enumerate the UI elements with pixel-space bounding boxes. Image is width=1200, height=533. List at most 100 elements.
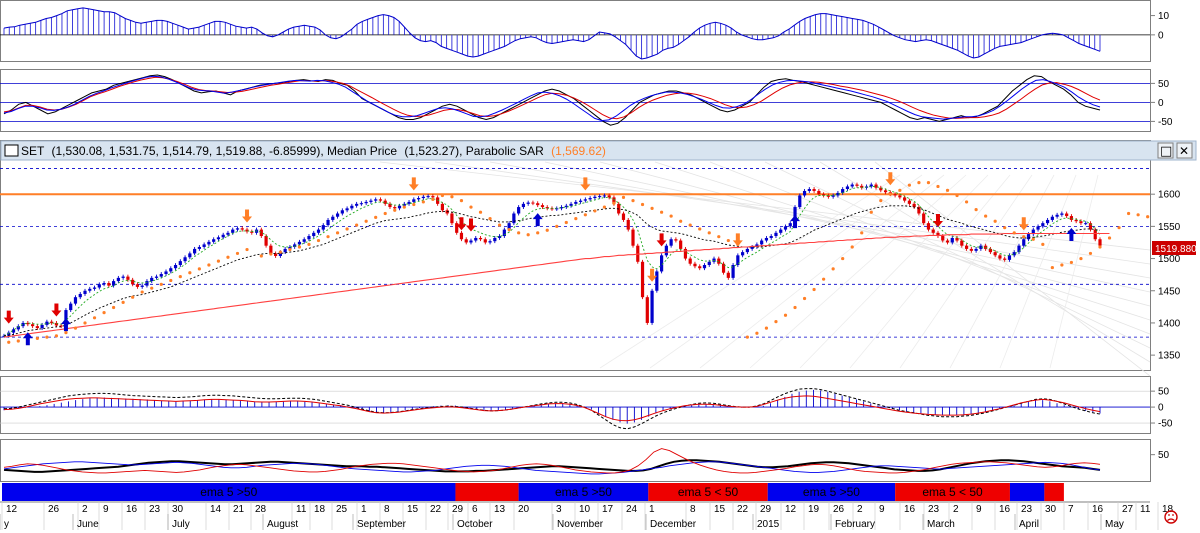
price-candle-body — [30, 324, 35, 327]
price-candle-body — [845, 186, 850, 190]
time-month-label: October — [457, 519, 493, 530]
window-menu-icon[interactable] — [4, 144, 19, 157]
price-candle-body — [412, 199, 416, 202]
time-day-label: 16 — [999, 504, 1011, 515]
price-candle-body — [73, 297, 78, 304]
sar-dot — [450, 195, 454, 199]
time-day-label: 23 — [1021, 504, 1033, 515]
price-candle-body — [693, 263, 697, 267]
price-candle-body — [540, 205, 545, 208]
buy-arrow-icon — [60, 318, 71, 332]
price-fan-line — [874, 161, 1151, 377]
buy-arrow-icon — [532, 213, 543, 227]
time-month-label: June — [77, 519, 99, 530]
time-day-label: 20 — [518, 504, 530, 515]
sar-dot — [1126, 211, 1131, 216]
price-candle-body — [602, 195, 607, 197]
sar-dot — [1136, 213, 1140, 217]
time-month-label: November — [557, 519, 604, 530]
sad-face-icon[interactable] — [1164, 510, 1178, 524]
price-candle-body — [202, 244, 206, 247]
price-candle-body — [969, 248, 973, 251]
price-candle-body — [283, 248, 287, 253]
sar-dot — [793, 305, 797, 310]
price-candle-body — [450, 213, 454, 224]
dmi-plot — [3, 448, 1101, 475]
ema-band-label: ema 5 >50 — [200, 485, 257, 499]
sar-dot — [245, 247, 249, 252]
dmi-panel — [0, 439, 1151, 482]
sar-dot — [650, 206, 654, 210]
price-candle-body — [259, 229, 263, 237]
oscillator-2-panel — [0, 69, 1151, 132]
time-day-label: 7 — [1068, 504, 1074, 515]
price-candle-body — [88, 288, 92, 291]
price-candle-body — [850, 184, 854, 187]
time-day-label: 29 — [760, 504, 772, 515]
price-candle-body — [521, 203, 526, 208]
sell-arrow-icon — [732, 233, 743, 247]
close-button[interactable]: ✕ — [1176, 142, 1193, 159]
price-candle-body — [135, 284, 140, 287]
price-candle-body — [569, 203, 573, 206]
price-candle-body — [421, 196, 425, 199]
price-candle-body — [1050, 216, 1054, 220]
sar-dot — [526, 233, 530, 237]
price-candle-body — [1036, 226, 1040, 230]
price-candle-body — [178, 261, 182, 265]
sar-dot — [1088, 251, 1093, 256]
sar-dot — [888, 192, 892, 196]
price-candle-body — [112, 281, 116, 286]
sar-dot — [688, 223, 692, 227]
price-candle-body — [102, 283, 106, 285]
sar-dot — [497, 223, 502, 227]
sell-arrow-icon — [456, 217, 467, 231]
sar-dot — [374, 215, 378, 219]
sar-dot — [507, 227, 511, 232]
sar-dot — [621, 195, 626, 200]
sar-dot — [993, 219, 997, 223]
price-candle-body — [960, 240, 964, 246]
price-candle-body — [726, 272, 730, 278]
price-candle-body — [159, 274, 163, 277]
price-panel — [0, 140, 1151, 371]
time-day-label: 11 — [1140, 504, 1151, 515]
price-candle-body — [1060, 213, 1064, 215]
price-candle-body — [774, 232, 778, 237]
sar-dot — [393, 208, 397, 212]
price-candle-body — [69, 303, 73, 311]
time-day-label: 29 — [452, 504, 464, 515]
price-candle-body — [917, 207, 921, 214]
price-candle-body — [926, 223, 931, 230]
sar-dot — [926, 181, 931, 185]
price-candle-body — [745, 248, 749, 253]
header-median-value: (1,523.27) — [404, 144, 459, 158]
sar-dot — [150, 286, 154, 290]
oscillator-top-plot — [0, 7, 1150, 60]
sar-dot — [307, 242, 311, 246]
price-candle-body — [645, 297, 649, 323]
price-candle-body — [1031, 229, 1035, 235]
price-candle-body — [964, 245, 969, 249]
time-day-label: 30 — [1045, 504, 1057, 515]
sar-dot — [1031, 237, 1035, 241]
time-day-label: 12 — [785, 504, 797, 515]
price-candle-body — [536, 203, 540, 206]
time-day-label: 16 — [1092, 504, 1104, 515]
sar-dot — [1003, 226, 1007, 230]
sar-dot — [431, 197, 435, 201]
price-candle-body — [40, 324, 44, 329]
sar-dot — [879, 199, 883, 203]
price-candle-body — [364, 201, 368, 204]
ema-band-segment — [518, 483, 649, 501]
price-fan-line — [849, 174, 1011, 369]
time-day-label: 16 — [126, 504, 138, 515]
maximize-button[interactable]: □ — [1157, 142, 1174, 159]
sar-dot — [984, 214, 988, 218]
sar-dot — [412, 202, 416, 207]
price-candle-body — [188, 253, 192, 258]
price-candle-body — [660, 255, 664, 272]
sar-dot — [207, 263, 211, 267]
price-candle-body — [1045, 219, 1050, 224]
sar-dot — [1050, 265, 1054, 270]
